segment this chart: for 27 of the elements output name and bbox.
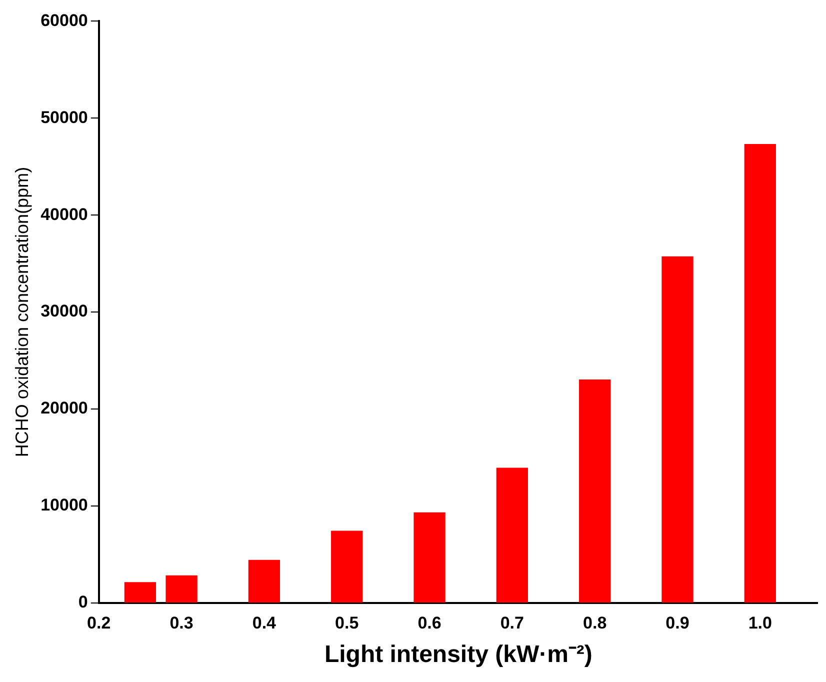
x-tick-label: 0.7 xyxy=(500,614,524,633)
bar xyxy=(662,256,694,603)
y-tick-label: 10000 xyxy=(40,496,88,515)
x-tick-label: 0.4 xyxy=(252,614,277,633)
y-axis-title: HCHO oxidation concentration(ppm) xyxy=(12,166,32,458)
bar xyxy=(414,512,446,603)
bar xyxy=(744,144,776,603)
x-tick-label: 1.0 xyxy=(748,614,772,633)
bar xyxy=(124,582,156,603)
x-tick-label: 0.2 xyxy=(87,614,111,633)
bar xyxy=(166,575,198,603)
y-tick-label: 40000 xyxy=(40,204,88,224)
bar xyxy=(248,560,280,603)
y-tick-label: 60000 xyxy=(40,10,88,30)
y-tick-label: 50000 xyxy=(40,108,88,127)
x-tick-label: 0.5 xyxy=(335,614,359,633)
x-axis-title: Light intensity (kW·m⁻²) xyxy=(324,641,592,668)
x-tick-label: 0.9 xyxy=(666,614,690,633)
bar xyxy=(331,530,363,603)
bar xyxy=(578,380,611,603)
bar xyxy=(496,468,528,603)
y-tick-label: 30000 xyxy=(40,302,88,321)
y-tick-label: 0 xyxy=(78,592,88,612)
x-tick-label: 0.8 xyxy=(583,614,607,633)
y-tick-label: 20000 xyxy=(40,398,88,418)
x-tick-label: 0.3 xyxy=(170,614,194,633)
x-tick-label: 0.6 xyxy=(418,614,442,633)
